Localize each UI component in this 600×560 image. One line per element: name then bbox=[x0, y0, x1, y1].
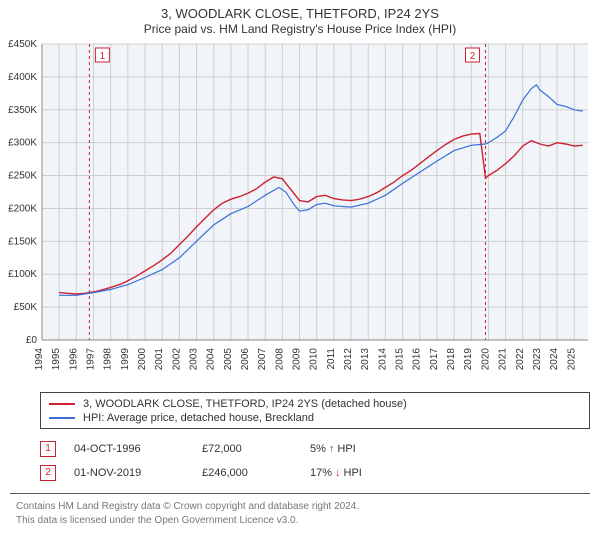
svg-text:£100K: £100K bbox=[8, 269, 37, 280]
svg-text:2: 2 bbox=[470, 51, 476, 62]
legend-label: HPI: Average price, detached house, Brec… bbox=[83, 412, 314, 424]
svg-text:£400K: £400K bbox=[8, 72, 37, 83]
svg-text:2004: 2004 bbox=[206, 348, 217, 371]
svg-text:2005: 2005 bbox=[223, 348, 234, 371]
svg-text:2009: 2009 bbox=[292, 348, 303, 371]
svg-text:2022: 2022 bbox=[515, 348, 526, 371]
svg-text:2007: 2007 bbox=[257, 348, 268, 371]
svg-text:2021: 2021 bbox=[498, 348, 509, 371]
title-line1: 3, WOODLARK CLOSE, THETFORD, IP24 2YS bbox=[0, 6, 600, 21]
legend-swatch bbox=[49, 403, 75, 405]
svg-text:£300K: £300K bbox=[8, 138, 37, 149]
legend: 3, WOODLARK CLOSE, THETFORD, IP24 2YS (d… bbox=[40, 392, 590, 429]
chart-area: £0 £50K £100K £150K £200K £250K £300K £350K £400… bbox=[0, 38, 594, 386]
event-marker: 2 bbox=[40, 465, 56, 481]
event-marker: 1 bbox=[40, 441, 56, 457]
svg-text:1998: 1998 bbox=[103, 348, 114, 371]
event-row: 1 04-OCT-1996 £72,000 5%↑HPI bbox=[40, 437, 590, 461]
svg-text:2020: 2020 bbox=[480, 348, 491, 371]
svg-text:2013: 2013 bbox=[360, 348, 371, 371]
svg-text:2010: 2010 bbox=[309, 348, 320, 371]
svg-text:2003: 2003 bbox=[189, 348, 200, 371]
svg-text:£150K: £150K bbox=[8, 236, 37, 247]
svg-text:2001: 2001 bbox=[154, 348, 165, 371]
svg-text:2019: 2019 bbox=[463, 348, 474, 371]
events-table: 1 04-OCT-1996 £72,000 5%↑HPI 2 01-NOV-2019 £24… bbox=[40, 437, 590, 485]
arrow-icon: ↓ bbox=[335, 467, 341, 479]
svg-text:2014: 2014 bbox=[377, 348, 388, 371]
svg-text:£450K: £450K bbox=[8, 39, 37, 50]
footer-line2: This data is licensed under the Open Gov… bbox=[16, 514, 584, 528]
svg-text:2011: 2011 bbox=[326, 348, 337, 370]
svg-text:2024: 2024 bbox=[549, 348, 560, 371]
legend-row: 3, WOODLARK CLOSE, THETFORD, IP24 2YS (d… bbox=[49, 397, 581, 411]
svg-text:1995: 1995 bbox=[51, 348, 62, 371]
svg-text:£0: £0 bbox=[26, 335, 38, 346]
svg-text:£50K: £50K bbox=[14, 302, 38, 313]
legend-row: HPI: Average price, detached house, Brec… bbox=[49, 411, 581, 425]
svg-text:2023: 2023 bbox=[532, 348, 543, 371]
svg-text:2016: 2016 bbox=[412, 348, 423, 371]
svg-text:2012: 2012 bbox=[343, 348, 354, 371]
svg-text:£350K: £350K bbox=[8, 105, 37, 116]
svg-text:2015: 2015 bbox=[395, 348, 406, 371]
svg-text:2008: 2008 bbox=[274, 348, 285, 371]
svg-text:1994: 1994 bbox=[34, 348, 45, 371]
footer-line1: Contains HM Land Registry data © Crown c… bbox=[16, 500, 584, 514]
arrow-icon: ↑ bbox=[329, 443, 335, 455]
svg-text:2000: 2000 bbox=[137, 348, 148, 371]
event-price: £72,000 bbox=[202, 443, 292, 455]
legend-label: 3, WOODLARK CLOSE, THETFORD, IP24 2YS (d… bbox=[83, 398, 407, 410]
svg-text:1: 1 bbox=[100, 51, 106, 62]
event-pct: 5%↑HPI bbox=[310, 443, 430, 455]
svg-text:2025: 2025 bbox=[566, 348, 577, 371]
chart-svg: £0 £50K £100K £150K £200K £250K £300K £350K £400… bbox=[0, 38, 594, 386]
svg-text:£250K: £250K bbox=[8, 171, 37, 182]
svg-text:2006: 2006 bbox=[240, 348, 251, 371]
event-date: 04-OCT-1996 bbox=[74, 443, 184, 455]
event-date: 01-NOV-2019 bbox=[74, 467, 184, 479]
svg-text:1997: 1997 bbox=[86, 348, 97, 371]
svg-text:2018: 2018 bbox=[446, 348, 457, 371]
title-line2: Price paid vs. HM Land Registry's House … bbox=[0, 22, 600, 36]
legend-swatch bbox=[49, 417, 75, 419]
svg-text:£200K: £200K bbox=[8, 203, 37, 214]
event-pct: 17%↓HPI bbox=[310, 467, 430, 479]
svg-text:1996: 1996 bbox=[68, 348, 79, 371]
event-row: 2 01-NOV-2019 £246,000 17%↓HPI bbox=[40, 461, 590, 485]
footer: Contains HM Land Registry data © Crown c… bbox=[10, 493, 590, 533]
event-price: £246,000 bbox=[202, 467, 292, 479]
svg-text:2017: 2017 bbox=[429, 348, 440, 371]
svg-text:1999: 1999 bbox=[120, 348, 131, 371]
svg-text:2002: 2002 bbox=[171, 348, 182, 371]
